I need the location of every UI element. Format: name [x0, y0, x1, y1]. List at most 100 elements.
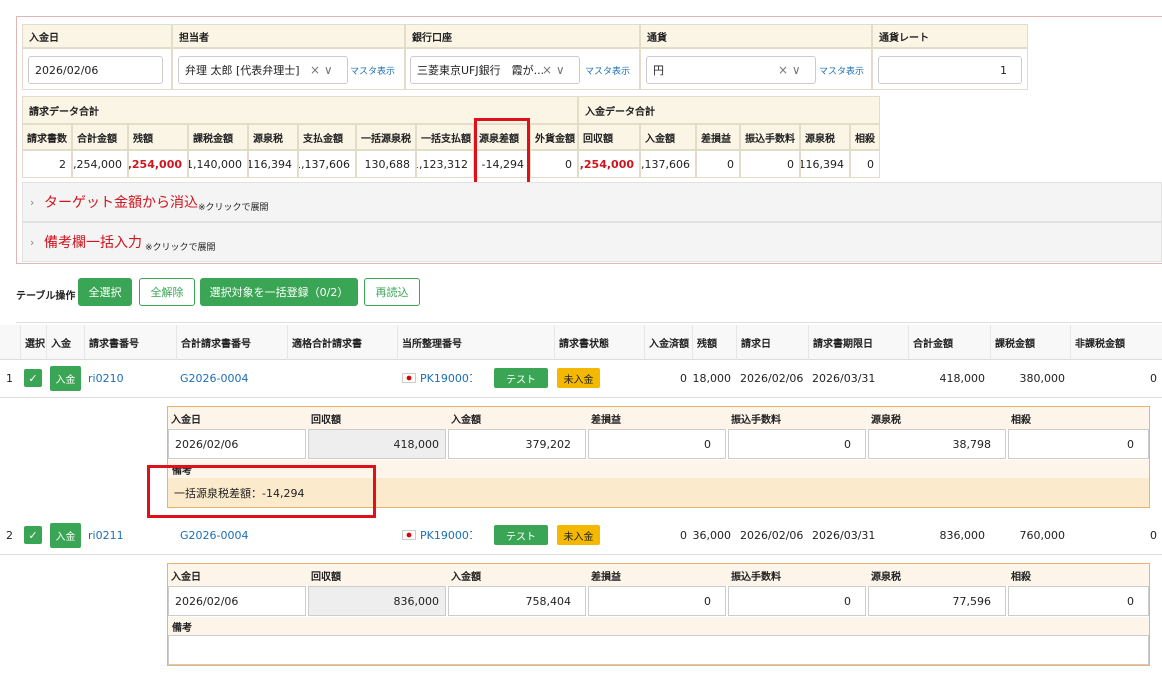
- cell: 2026/02/06: [740, 529, 804, 542]
- select-input[interactable]: 円: [646, 56, 816, 84]
- ref-link[interactable]: PK190001: [420, 529, 472, 542]
- summary-value: 116,394: [800, 150, 850, 178]
- cell: 380,000: [1019, 372, 1066, 385]
- invoice-link[interactable]: ri0210: [88, 372, 124, 385]
- detail-input[interactable]: 77,596: [868, 586, 1006, 616]
- detail-input[interactable]: 758,404: [448, 586, 586, 616]
- detail-input[interactable]: 2026/02/06: [168, 429, 306, 459]
- detail-label: 相殺: [1011, 571, 1031, 583]
- detail-input[interactable]: 379,202: [448, 429, 586, 459]
- detail-label: 源泉税: [871, 571, 901, 583]
- summary-col: 残額: [128, 124, 188, 150]
- toolbar-button[interactable]: 全解除: [139, 278, 195, 306]
- detail-input[interactable]: 0: [588, 586, 726, 616]
- column-header[interactable]: 入金済額: [644, 325, 692, 360]
- column-header[interactable]: 合計金額: [908, 325, 990, 360]
- accordion-hint: ※クリックで展開: [198, 202, 269, 213]
- detail-label: 差損益: [591, 414, 621, 426]
- summary-value: 130,688: [356, 150, 416, 178]
- checkbox[interactable]: ✓: [24, 369, 42, 387]
- field-cell: [22, 48, 172, 90]
- pay-button[interactable]: 入金: [50, 523, 81, 548]
- total-invoice-link[interactable]: G2026-0004: [180, 372, 249, 385]
- column-header[interactable]: 選択: [20, 325, 46, 360]
- summary-value: 1,137,606: [640, 150, 696, 178]
- summary-value: 1,123,312: [416, 150, 474, 178]
- detail-input[interactable]: 0: [728, 586, 866, 616]
- column-header[interactable]: 請求書状態: [554, 325, 644, 360]
- detail-label: 回収額: [311, 414, 341, 426]
- table-header-bg: [0, 325, 1162, 360]
- note-label: 備考: [172, 622, 192, 634]
- note-box[interactable]: [168, 635, 1149, 665]
- master-link[interactable]: マスタ表示: [819, 66, 865, 77]
- detail-label-bg: [168, 564, 1149, 586]
- invoice-link[interactable]: ri0211: [88, 529, 124, 542]
- summary-col: 課税金額: [188, 124, 248, 150]
- detail-input[interactable]: 0: [588, 429, 726, 459]
- ref-link[interactable]: PK190001: [420, 372, 472, 385]
- field-label: 担当者: [172, 24, 405, 48]
- accordion-hint: ※クリックで展開: [145, 242, 216, 253]
- column-header[interactable]: 合計請求書番号: [176, 325, 287, 360]
- detail-input[interactable]: 0: [1008, 429, 1149, 459]
- tag-button[interactable]: テスト: [494, 368, 548, 388]
- accordion[interactable]: [22, 182, 1162, 222]
- column-header[interactable]: 入金: [46, 325, 84, 360]
- column-header[interactable]: 当所整理番号: [397, 325, 554, 360]
- summary-value: 1,254,000: [72, 150, 128, 178]
- pay-button[interactable]: 入金: [50, 366, 81, 391]
- summary-value: 0: [696, 150, 740, 178]
- column-header[interactable]: 残額: [692, 325, 736, 360]
- accordion-title: 備考欄一括入力: [44, 235, 142, 251]
- column-header[interactable]: 請求書番号: [84, 325, 176, 360]
- summary-col: 源泉税: [800, 124, 850, 150]
- field-cell: [405, 48, 640, 90]
- total-invoice-link[interactable]: G2026-0004: [180, 529, 249, 542]
- summary-col: 一括源泉税: [356, 124, 416, 150]
- summary-col: 振込手数料: [740, 124, 800, 150]
- checkbox[interactable]: ✓: [24, 526, 42, 544]
- select-clear: × ∨: [542, 63, 565, 77]
- toolbar-label: テーブル操作: [16, 290, 76, 302]
- cell: 0: [680, 372, 687, 385]
- select-input[interactable]: 弁理 太郎 [代表弁理士]: [178, 56, 348, 84]
- column-header[interactable]: 適格合計請求書: [287, 325, 397, 360]
- column-header[interactable]: 課税金額: [990, 325, 1070, 360]
- summary-col: 入金額: [640, 124, 696, 150]
- master-link[interactable]: マスタ表示: [350, 66, 396, 77]
- date-input[interactable]: 2026/02/06: [28, 56, 163, 84]
- note-box[interactable]: 一括源泉税差額：-14,294: [168, 478, 1149, 507]
- accordion-title: ターゲット金額から消込: [44, 195, 198, 211]
- status-badge: 未入金: [557, 525, 600, 545]
- rate-input[interactable]: 1: [878, 56, 1022, 84]
- column-header[interactable]: 請求日: [736, 325, 808, 360]
- master-link[interactable]: マスタ表示: [585, 66, 631, 77]
- toolbar-button[interactable]: 再読込: [364, 278, 420, 306]
- field-label: 銀行口座: [405, 24, 640, 48]
- detail-label-bg: [168, 407, 1149, 429]
- detail-input[interactable]: 38,798: [868, 429, 1006, 459]
- toolbar-button[interactable]: 選択対象を一括登録（0/2）: [200, 278, 358, 306]
- toolbar-button[interactable]: 全選択: [78, 278, 132, 306]
- detail-label: 振込手数料: [731, 414, 781, 426]
- detail-input[interactable]: 0: [728, 429, 866, 459]
- note-label: 備考: [172, 465, 192, 477]
- detail-input[interactable]: 0: [1008, 586, 1149, 616]
- detail-input[interactable]: 2026/02/06: [168, 586, 306, 616]
- column-header[interactable]: 請求書期限日: [808, 325, 908, 360]
- column-header[interactable]: 非課税金額: [1070, 325, 1162, 360]
- select-input[interactable]: 三菱東京UFJ銀行 霞が...: [410, 56, 580, 84]
- detail-label: 回収額: [311, 571, 341, 583]
- detail-label: 入金額: [451, 414, 481, 426]
- top-panel: [16, 16, 1162, 264]
- accordion[interactable]: [22, 222, 1162, 262]
- group-title: 請求データ合計: [22, 96, 578, 124]
- detail-input: 418,000: [308, 429, 446, 459]
- select-clear: × ∨: [310, 63, 333, 77]
- detail-label: 入金額: [451, 571, 481, 583]
- field-cell: [640, 48, 872, 90]
- tag-button[interactable]: テスト: [494, 525, 548, 545]
- group-title: 入金データ合計: [578, 96, 880, 124]
